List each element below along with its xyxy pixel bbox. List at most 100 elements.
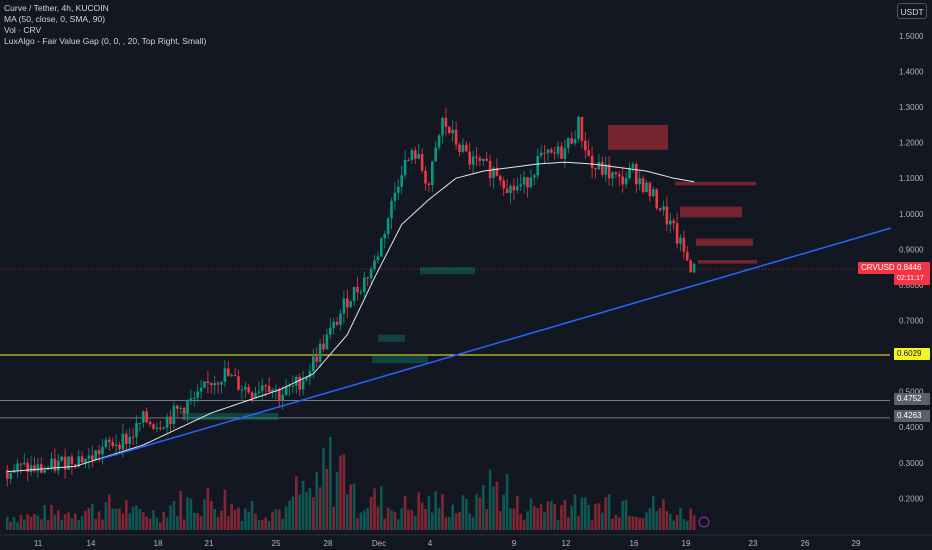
candle-body bbox=[645, 182, 648, 193]
candle-body bbox=[74, 464, 77, 467]
candle-body bbox=[410, 150, 414, 161]
volume-bar bbox=[550, 501, 553, 530]
candle-body bbox=[298, 376, 301, 390]
candle-body bbox=[529, 177, 533, 188]
volume-bar bbox=[461, 495, 465, 530]
candle-body bbox=[485, 158, 488, 161]
volume-bar bbox=[414, 516, 417, 530]
candle-body bbox=[689, 260, 692, 273]
volume-bar bbox=[12, 517, 16, 530]
candle-body bbox=[607, 164, 611, 179]
volume-bar bbox=[57, 510, 60, 530]
volume-bar bbox=[40, 519, 43, 530]
candle-body bbox=[488, 160, 492, 179]
volume-bar bbox=[53, 514, 57, 530]
volume-bar bbox=[393, 511, 397, 530]
price-tick-label: 0.8000 bbox=[899, 281, 924, 290]
volume-bar bbox=[16, 522, 19, 530]
candle-body bbox=[444, 117, 448, 127]
volume-bar bbox=[155, 517, 159, 530]
candle-body bbox=[414, 150, 417, 159]
volume-bar bbox=[223, 489, 227, 530]
volume-bar bbox=[590, 520, 594, 530]
volume-bar bbox=[237, 507, 240, 530]
price-tick-label: 1.1000 bbox=[899, 174, 924, 183]
candle-body bbox=[567, 138, 570, 149]
volume-bar bbox=[322, 447, 325, 530]
volume-bar bbox=[655, 511, 658, 530]
volume-bar bbox=[635, 516, 638, 530]
volume-bar bbox=[271, 511, 274, 530]
volume-bar bbox=[43, 505, 46, 530]
fvg-indicator-label[interactable]: LuxAlgo - Fair Value Gap (0, 0, , 20, To… bbox=[4, 36, 207, 46]
volume-bar bbox=[46, 520, 50, 530]
candle-body bbox=[169, 416, 172, 425]
candle-body bbox=[631, 164, 635, 168]
volume-bar bbox=[305, 492, 308, 530]
volume-bar bbox=[339, 455, 342, 530]
candle-body bbox=[108, 439, 111, 442]
volume-bar bbox=[611, 518, 614, 530]
volume-bar bbox=[553, 504, 556, 530]
volume-bar bbox=[478, 497, 482, 530]
volume-bar bbox=[672, 520, 675, 530]
volume-bar bbox=[199, 516, 203, 530]
volume-bar bbox=[9, 521, 12, 530]
candle-body bbox=[400, 175, 403, 187]
currency-button[interactable]: USDT bbox=[897, 3, 927, 19]
candle-body bbox=[665, 206, 669, 225]
volume-bar bbox=[74, 513, 77, 530]
volume-bar bbox=[87, 507, 91, 530]
volume-bar bbox=[125, 500, 128, 530]
candle-body bbox=[451, 129, 454, 134]
candle-body bbox=[519, 184, 522, 187]
volume-bar bbox=[213, 508, 216, 530]
candle-body bbox=[165, 416, 169, 428]
volume-bar bbox=[597, 503, 601, 530]
volume-bar bbox=[332, 506, 335, 530]
candle-body bbox=[80, 456, 84, 463]
volume-bar bbox=[288, 500, 291, 530]
volume-bar bbox=[318, 487, 322, 530]
candle-body bbox=[26, 462, 29, 472]
volume-bar bbox=[104, 501, 108, 530]
time-tick-label: 19 bbox=[682, 539, 691, 548]
volume-bar bbox=[308, 488, 312, 530]
ma-indicator-label[interactable]: MA (50, close, 0, SMA, 90) bbox=[4, 14, 106, 24]
candle-body bbox=[618, 174, 621, 177]
candle-body bbox=[560, 146, 563, 159]
volume-bar bbox=[533, 505, 536, 530]
candle-body bbox=[441, 117, 444, 136]
candle-body bbox=[142, 411, 145, 423]
volume-bar bbox=[36, 515, 40, 530]
volume-bar bbox=[624, 499, 628, 530]
candle-body bbox=[584, 140, 587, 151]
candle-body bbox=[162, 427, 165, 429]
fair-value-gap-box bbox=[608, 124, 668, 150]
volume-bar bbox=[254, 513, 257, 530]
volume-bar bbox=[230, 503, 233, 530]
volume-bar bbox=[295, 476, 298, 530]
candle-body bbox=[135, 423, 138, 438]
volume-bar bbox=[301, 480, 305, 530]
volume-bar bbox=[594, 503, 597, 530]
volume-bar bbox=[19, 515, 23, 530]
volume-bar bbox=[363, 510, 366, 530]
volume-bar bbox=[77, 520, 80, 530]
volume-bar bbox=[267, 521, 271, 530]
volume-bar bbox=[189, 498, 193, 530]
volume-bar bbox=[662, 499, 665, 530]
volume-indicator-label[interactable]: Vol · CRV bbox=[4, 25, 42, 35]
candle-body bbox=[308, 371, 312, 378]
candle-body bbox=[376, 256, 380, 261]
candle-body bbox=[118, 444, 121, 450]
symbol-tag: CRVUSDT bbox=[858, 262, 903, 274]
candle-body bbox=[220, 382, 223, 385]
candle-body bbox=[427, 183, 431, 186]
volume-bar bbox=[159, 522, 162, 530]
volume-bar bbox=[118, 508, 121, 530]
volume-bar bbox=[471, 517, 475, 530]
volume-bar bbox=[658, 508, 662, 530]
volume-bar bbox=[567, 517, 570, 530]
